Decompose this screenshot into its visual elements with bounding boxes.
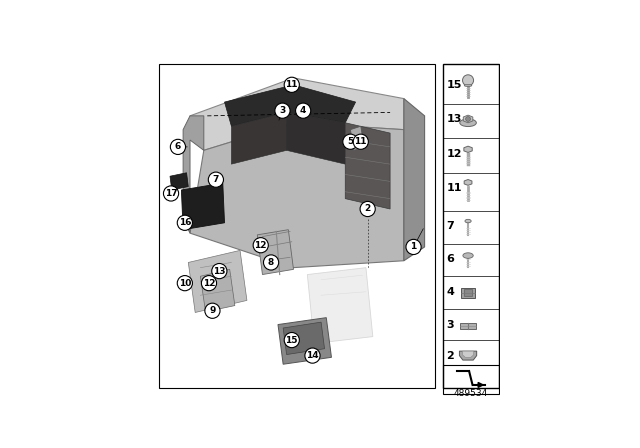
- Circle shape: [305, 348, 320, 363]
- Polygon shape: [463, 351, 474, 358]
- Polygon shape: [307, 267, 373, 344]
- Circle shape: [170, 139, 186, 155]
- Circle shape: [253, 237, 268, 253]
- Ellipse shape: [465, 220, 471, 223]
- Text: 489534: 489534: [454, 389, 488, 398]
- Text: 8: 8: [268, 258, 274, 267]
- Circle shape: [406, 239, 421, 254]
- Circle shape: [177, 276, 193, 291]
- Text: 12: 12: [203, 279, 215, 288]
- Text: 11: 11: [446, 183, 462, 193]
- Circle shape: [353, 134, 369, 149]
- Polygon shape: [464, 146, 472, 152]
- Circle shape: [205, 303, 220, 319]
- Text: 7: 7: [212, 175, 219, 184]
- Polygon shape: [460, 351, 477, 360]
- Circle shape: [163, 186, 179, 201]
- Text: 12: 12: [255, 241, 267, 250]
- Text: 16: 16: [179, 218, 191, 227]
- Circle shape: [177, 215, 193, 230]
- Text: 2: 2: [446, 351, 454, 361]
- Text: 4: 4: [446, 287, 454, 297]
- Polygon shape: [188, 250, 247, 313]
- Ellipse shape: [464, 85, 472, 86]
- Circle shape: [284, 77, 300, 92]
- Circle shape: [343, 134, 358, 149]
- Text: 12: 12: [446, 149, 462, 159]
- Text: 6: 6: [446, 254, 454, 264]
- Bar: [159, 64, 435, 388]
- Polygon shape: [190, 78, 404, 151]
- Polygon shape: [200, 269, 235, 312]
- Bar: [443, 64, 499, 388]
- Circle shape: [296, 103, 311, 118]
- Text: 10: 10: [179, 279, 191, 288]
- Text: 13: 13: [446, 114, 461, 124]
- Polygon shape: [183, 116, 204, 233]
- Bar: [460, 323, 476, 329]
- Circle shape: [360, 202, 375, 216]
- Circle shape: [284, 332, 300, 348]
- Text: 17: 17: [164, 189, 177, 198]
- Text: 11: 11: [285, 80, 298, 89]
- Text: 4: 4: [300, 106, 307, 115]
- Circle shape: [212, 263, 227, 279]
- Text: 9: 9: [209, 306, 216, 315]
- Ellipse shape: [460, 119, 476, 126]
- Text: 13: 13: [213, 267, 225, 276]
- Polygon shape: [351, 126, 364, 151]
- Polygon shape: [345, 123, 390, 209]
- Text: 11: 11: [355, 137, 367, 146]
- Polygon shape: [181, 183, 225, 230]
- Polygon shape: [463, 115, 473, 123]
- Bar: [443, 365, 499, 394]
- Polygon shape: [190, 123, 404, 267]
- Bar: [464, 289, 472, 296]
- Circle shape: [466, 116, 470, 121]
- Text: 7: 7: [446, 221, 454, 231]
- Polygon shape: [464, 180, 472, 185]
- Text: 14: 14: [306, 351, 319, 360]
- Text: 1: 1: [410, 242, 417, 251]
- Circle shape: [264, 255, 278, 270]
- Text: 15: 15: [446, 80, 461, 90]
- Circle shape: [202, 276, 216, 291]
- Bar: [461, 288, 475, 298]
- Circle shape: [463, 75, 474, 86]
- Text: 5: 5: [348, 137, 353, 146]
- Text: 15: 15: [285, 336, 298, 345]
- Polygon shape: [257, 230, 294, 275]
- Polygon shape: [170, 173, 188, 190]
- Polygon shape: [287, 112, 345, 164]
- Ellipse shape: [463, 253, 473, 258]
- Polygon shape: [283, 322, 324, 354]
- Circle shape: [208, 172, 223, 187]
- Polygon shape: [232, 112, 287, 164]
- Polygon shape: [278, 318, 332, 364]
- Polygon shape: [225, 85, 356, 126]
- Polygon shape: [404, 99, 424, 261]
- Text: 2: 2: [365, 204, 371, 214]
- Text: 6: 6: [175, 142, 181, 151]
- Text: 3: 3: [279, 106, 285, 115]
- Circle shape: [275, 103, 290, 118]
- Text: 3: 3: [446, 319, 454, 330]
